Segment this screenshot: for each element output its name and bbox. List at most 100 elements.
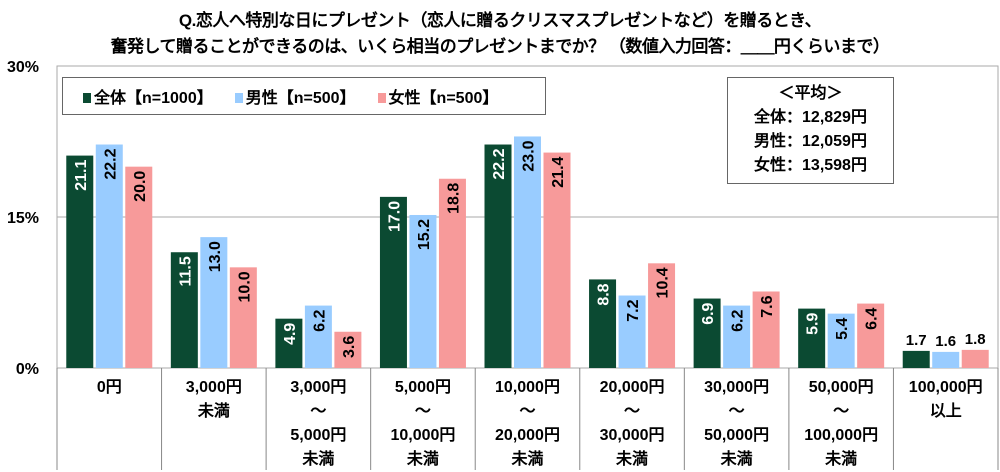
- data-label: 1.6: [935, 333, 956, 350]
- bar: [229, 267, 257, 368]
- legend-label: 全体【n=1000】: [94, 90, 213, 107]
- data-label: 8.8: [596, 283, 613, 305]
- data-label: 6.2: [311, 309, 328, 331]
- x-tick-label: ～: [833, 403, 849, 420]
- data-label: 7.2: [625, 299, 642, 321]
- x-tick-label: 20,000円: [600, 378, 665, 396]
- bar: [961, 349, 989, 368]
- x-tick-label: 10,000円: [390, 426, 455, 444]
- y-tick-label: 0%: [16, 361, 39, 378]
- bar: [95, 144, 123, 368]
- legend-item: 全体【n=1000】: [83, 84, 213, 108]
- x-tick-label: ～: [624, 403, 640, 420]
- average-female: 女性：13,598円: [754, 157, 867, 174]
- data-label: 6.4: [864, 307, 881, 329]
- bar: [827, 313, 855, 368]
- legend-label: 女性【n=500】: [388, 90, 499, 107]
- bar: [932, 351, 960, 368]
- legend-swatch: [377, 93, 386, 103]
- bar: [379, 196, 407, 368]
- bar: [66, 155, 94, 368]
- bar: [484, 144, 512, 368]
- data-label: 10.4: [655, 267, 672, 298]
- bar: [752, 291, 780, 368]
- bar: [648, 263, 676, 368]
- x-tick-label: 0円: [97, 378, 122, 396]
- bar: [200, 237, 228, 368]
- data-label: 13.0: [207, 241, 224, 272]
- x-tick-label: 未満: [615, 449, 648, 468]
- data-label: 20.0: [132, 171, 149, 202]
- data-label: 10.0: [236, 271, 253, 302]
- x-tick-label: 未満: [197, 401, 230, 420]
- chart-title-line2: 奮発して贈ることができるのは、いくら相当のプレゼントまでか？ （数値入力回答：＿…: [110, 37, 890, 56]
- legend: 全体【n=1000】 男性【n=500】 女性【n=500】: [62, 77, 546, 115]
- bar: [304, 305, 332, 368]
- data-label: 21.1: [73, 159, 90, 190]
- data-label: 7.6: [759, 295, 776, 317]
- data-label: 15.2: [416, 219, 433, 250]
- data-label: 18.8: [445, 183, 462, 214]
- average-total: 全体：12,829円: [754, 109, 867, 126]
- data-label: 5.4: [834, 318, 851, 340]
- bar: [589, 279, 617, 368]
- x-tick-label: ～: [415, 403, 431, 420]
- x-tick-label: ～: [519, 403, 535, 420]
- bar: [902, 350, 930, 368]
- bar: [438, 178, 466, 368]
- average-heading: ＜平均＞: [778, 85, 843, 102]
- x-tick-label: 5,000円: [290, 426, 346, 444]
- chart-title-line1: Q.恋人へ特別な日にプレゼント（恋人に贈るクリスマスプレゼントなど）を贈るとき、: [178, 11, 822, 30]
- x-tick-label: 以上: [930, 402, 962, 420]
- x-tick-label: 100,000円: [804, 426, 878, 444]
- x-tick-label: 50,000円: [809, 378, 874, 396]
- data-label: 11.5: [177, 256, 194, 286]
- x-tick-label: 50,000円: [704, 426, 769, 444]
- y-tick-label: 30%: [7, 59, 39, 76]
- bar: [514, 136, 541, 368]
- bar: [275, 318, 303, 368]
- legend-item: 女性【n=500】: [377, 84, 499, 108]
- x-tick-label: 未満: [720, 449, 753, 468]
- data-label: 6.9: [700, 302, 717, 324]
- data-label: 22.2: [102, 148, 119, 179]
- data-label: 21.4: [550, 156, 567, 187]
- x-tick-label: 5,000円: [395, 378, 451, 396]
- bar: [723, 305, 751, 368]
- bar: [857, 303, 885, 368]
- x-tick-label: 30,000円: [600, 426, 665, 444]
- legend-swatch: [234, 93, 243, 103]
- x-tick-label: 3,000円: [186, 378, 242, 396]
- bar: [543, 152, 571, 368]
- x-tick-label: 10,000円: [495, 378, 560, 396]
- y-tick-label: 15%: [7, 210, 39, 227]
- average-male: 男性：12,059円: [754, 133, 867, 150]
- x-tick-label: ～: [310, 403, 326, 420]
- x-tick-label: 未満: [510, 449, 543, 468]
- x-tick-label: 3,000円: [290, 378, 346, 396]
- bar: [170, 252, 198, 368]
- data-label: 22.2: [491, 148, 508, 179]
- legend-swatch: [83, 93, 91, 103]
- x-tick-label: 未満: [406, 449, 439, 468]
- x-tick-label: 100,000円: [909, 378, 983, 396]
- legend-label: 男性【n=500】: [245, 90, 356, 107]
- data-label: 1.7: [906, 332, 927, 349]
- x-tick-label: 30,000円: [704, 378, 769, 396]
- bar: [409, 214, 437, 368]
- x-tick-label: 未満: [824, 449, 857, 468]
- average-box: ＜平均＞ 全体：12,829円 男性：12,059円 女性：13,598円: [727, 77, 894, 184]
- bar: [798, 308, 826, 368]
- data-label: 23.0: [521, 140, 538, 171]
- data-label: 3.6: [341, 336, 358, 358]
- x-tick-label: 未満: [301, 449, 334, 468]
- data-label: 6.2: [730, 309, 747, 331]
- bar: [334, 331, 362, 368]
- x-tick-label: ～: [729, 403, 745, 420]
- data-label: 17.0: [386, 201, 403, 232]
- bar: [125, 166, 153, 368]
- bar: [693, 298, 721, 368]
- data-label: 5.9: [805, 313, 822, 335]
